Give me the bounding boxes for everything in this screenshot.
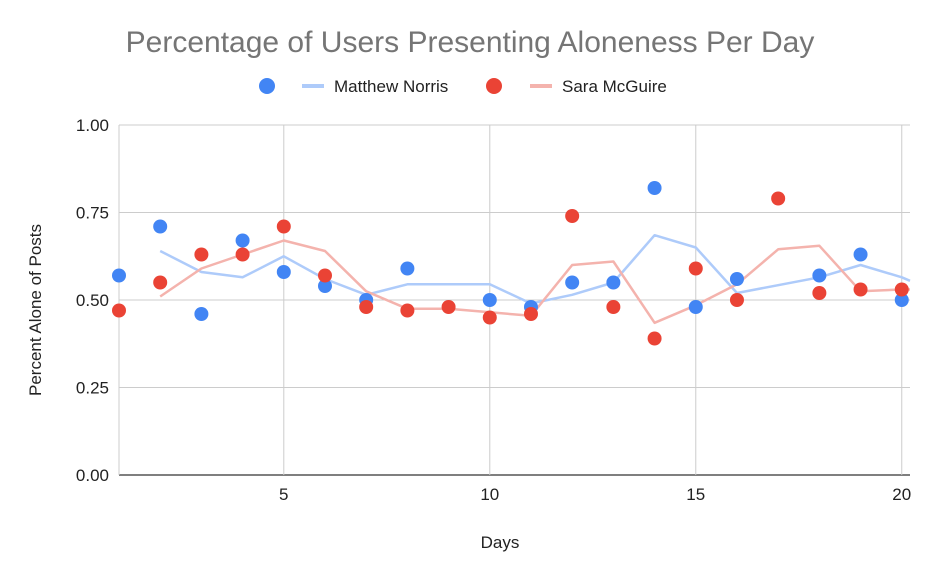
data-point bbox=[523, 307, 538, 321]
legend-marker bbox=[259, 78, 275, 94]
data-point bbox=[112, 303, 126, 318]
data-point bbox=[647, 181, 662, 195]
data-point bbox=[688, 261, 703, 276]
y-tick-label: 0.25 bbox=[76, 379, 109, 398]
data-point bbox=[359, 300, 374, 314]
data-point bbox=[441, 300, 456, 314]
data-point bbox=[112, 268, 126, 283]
data-point bbox=[894, 282, 909, 297]
data-point bbox=[482, 310, 497, 325]
data-points bbox=[112, 181, 909, 346]
data-point bbox=[853, 247, 868, 262]
legend-marker bbox=[486, 78, 502, 94]
data-point bbox=[317, 279, 332, 293]
data-point bbox=[894, 293, 909, 307]
data-point bbox=[235, 233, 250, 248]
legend-label: Matthew Norris bbox=[334, 77, 448, 96]
grid bbox=[118, 124, 910, 476]
data-point bbox=[729, 272, 744, 286]
y-tick-label: 0.75 bbox=[76, 204, 109, 223]
data-point bbox=[153, 275, 168, 290]
data-point bbox=[812, 268, 827, 283]
data-point bbox=[194, 247, 209, 262]
data-point bbox=[771, 191, 786, 206]
data-point bbox=[400, 303, 415, 318]
x-tick-label: 15 bbox=[686, 485, 705, 504]
data-point bbox=[317, 268, 332, 283]
data-point bbox=[400, 261, 415, 276]
y-tick-label: 1.00 bbox=[76, 116, 109, 135]
data-point bbox=[812, 286, 827, 300]
y-tick-label: 0.50 bbox=[76, 291, 109, 310]
legend: Matthew Norris Sara McGuire bbox=[259, 77, 667, 96]
data-point bbox=[565, 209, 580, 223]
y-tick-label: 0.00 bbox=[76, 466, 109, 485]
x-tick-label: 10 bbox=[480, 485, 499, 504]
data-point bbox=[482, 293, 497, 307]
x-axis-label: Days bbox=[481, 533, 520, 552]
data-point bbox=[729, 293, 744, 307]
x-tick-label: 5 bbox=[279, 485, 288, 504]
data-point bbox=[276, 265, 291, 279]
trend-line bbox=[159, 239, 910, 325]
data-point bbox=[235, 247, 250, 262]
legend-label: Sara McGuire bbox=[562, 77, 667, 96]
chart-title: Percentage of Users Presenting Aloneness… bbox=[126, 26, 815, 59]
data-point bbox=[606, 275, 621, 290]
y-axis-label: Percent Alone of Posts bbox=[26, 224, 45, 396]
data-point bbox=[647, 331, 662, 346]
data-point bbox=[276, 219, 291, 234]
data-point bbox=[565, 275, 580, 290]
data-point bbox=[853, 282, 868, 297]
data-point bbox=[153, 219, 168, 234]
x-tick-label: 20 bbox=[892, 485, 911, 504]
data-point bbox=[688, 300, 703, 314]
data-point bbox=[606, 300, 621, 314]
data-point bbox=[194, 307, 209, 321]
tick-labels: 0.00 0.25 0.50 0.75 1.00 5 10 15 20 bbox=[76, 116, 911, 504]
